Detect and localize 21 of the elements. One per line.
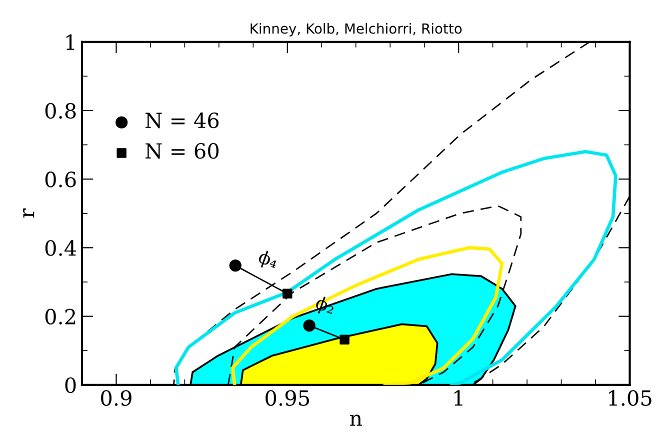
y-tick-label: 0.2 (45, 308, 76, 325)
legend-label: N = 46 (146, 112, 219, 128)
y-tick-label: 0.4 (45, 240, 76, 256)
point (340, 334, 350, 344)
y-axis-title: r (23, 208, 34, 218)
point (303, 320, 316, 332)
x-tick-label: 1 (454, 390, 462, 406)
y-tick-label: 1 (66, 34, 74, 50)
x-tick-label: 0.95 (266, 390, 309, 406)
y-tick-label: 0.8 (45, 102, 76, 119)
y-tick-label: 0 (65, 377, 76, 394)
annotation: ϕ₄ (256, 249, 280, 272)
y-tick-label: 0.6 (45, 172, 76, 188)
chart-title: Kinney, Kolb, Melchiorri, Riotto (250, 23, 462, 36)
point (282, 288, 292, 299)
line-series (230, 246, 504, 385)
x-axis-title: n (350, 414, 362, 426)
point (229, 259, 242, 272)
x-tick-label: 1.05 (609, 390, 652, 406)
x-tick-label: 0.9 (101, 390, 132, 406)
legend-label: N = 60 (146, 143, 219, 159)
